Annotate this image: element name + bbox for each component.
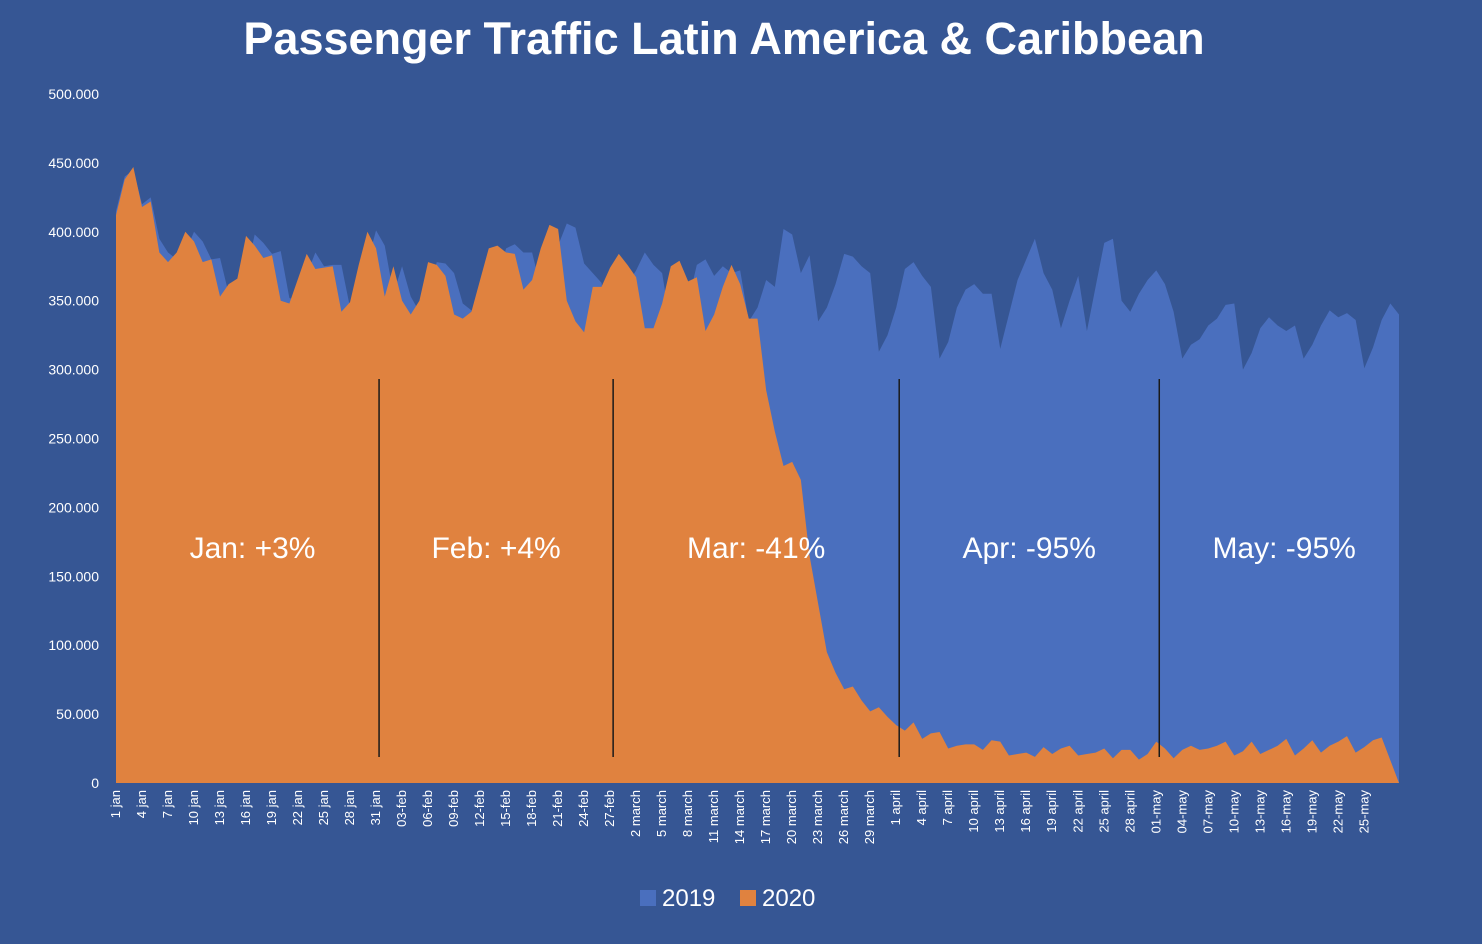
month-annotations: Jan: +3% Feb: +4% Mar: -41% Apr: -95% May: -… [190, 532, 1356, 565]
legend-swatch-2020 [740, 890, 756, 906]
x-tick-label: 25 april [1096, 790, 1111, 833]
y-tick-label: 400.000 [48, 224, 99, 240]
x-tick-label: 13 jan [212, 790, 227, 825]
x-tick-label: 2 march [628, 790, 643, 837]
x-tick-label: 16 april [1018, 790, 1033, 833]
x-tick-label: 5 march [654, 790, 669, 837]
x-tick-label: 03-feb [394, 790, 409, 827]
legend-label-2020: 2020 [762, 885, 815, 912]
y-tick-label: 500.000 [48, 86, 99, 102]
x-tick-label: 19 jan [264, 790, 279, 825]
x-tick-label: 11 march [706, 790, 721, 843]
x-tick-label: 04-may [1174, 790, 1189, 834]
x-tick-label: 12-feb [472, 790, 487, 827]
x-tick-label: 7 jan [160, 790, 175, 818]
x-tick-label: 13 april [992, 790, 1007, 833]
legend-swatch-2019 [640, 890, 656, 906]
x-tick-label: 26 march [836, 790, 851, 844]
y-tick-label: 300.000 [48, 362, 99, 378]
y-axis: 0 50.000 100.000 150.000 200.000 250.000 300.0… [48, 86, 99, 791]
x-tick-label: 13-may [1252, 790, 1267, 834]
month-change-label: Mar: -41% [687, 532, 825, 565]
x-tick-label: 07-may [1200, 790, 1215, 834]
month-change-label: May: -95% [1212, 532, 1355, 565]
x-tick-label: 1 april [888, 790, 903, 826]
y-tick-label: 150.000 [48, 568, 99, 584]
x-tick-label: 29 march [862, 790, 877, 844]
x-tick-label: 4 jan [134, 790, 149, 818]
x-tick-label: 21-feb [550, 790, 565, 827]
x-tick-label: 15-feb [498, 790, 513, 827]
x-tick-label: 19-may [1304, 790, 1319, 834]
x-tick-label: 23 march [810, 790, 825, 844]
y-tick-label: 350.000 [48, 293, 99, 309]
y-tick-label: 200.000 [48, 499, 99, 515]
month-dividers [378, 379, 1161, 757]
x-tick-label: 16 jan [238, 790, 253, 825]
series-area-2020 [116, 167, 1399, 783]
x-tick-label: 22-may [1330, 790, 1345, 834]
x-tick-label: 01-may [1148, 790, 1163, 834]
x-tick-label: 27-feb [602, 790, 617, 827]
chart-title: Passenger Traffic Latin America & Caribb… [243, 13, 1204, 64]
legend: 2019 2020 [640, 885, 815, 912]
x-tick-label: 18-feb [524, 790, 539, 827]
month-change-label: Jan: +3% [190, 532, 316, 565]
x-tick-label: 17 march [758, 790, 773, 844]
y-tick-label: 250.000 [48, 431, 99, 447]
x-tick-label: 28 april [1122, 790, 1137, 833]
x-tick-label: 19 april [1044, 790, 1059, 833]
x-axis: 1 jan 4 jan 7 jan 10 jan 13 jan 16 jan 19 jan 2… [108, 790, 1371, 845]
x-tick-label: 4 april [914, 790, 929, 826]
x-tick-label: 28 jan [342, 790, 357, 825]
y-tick-label: 100.000 [48, 637, 99, 653]
x-tick-label: 16-may [1278, 790, 1293, 834]
month-change-label: Feb: +4% [431, 532, 560, 565]
x-tick-label: 09-feb [446, 790, 461, 827]
x-tick-label: 22 jan [290, 790, 305, 825]
x-tick-label: 8 march [680, 790, 695, 837]
x-tick-label: 06-feb [420, 790, 435, 827]
y-tick-label: 50.000 [56, 706, 99, 722]
x-tick-label: 10-may [1226, 790, 1241, 834]
y-tick-label: 450.000 [48, 155, 99, 171]
x-tick-label: 25 jan [316, 790, 331, 825]
month-change-label: Apr: -95% [963, 532, 1096, 565]
plot-area [116, 167, 1399, 784]
x-tick-label: 24-feb [576, 790, 591, 827]
x-tick-label: 10 april [966, 790, 981, 833]
legend-label-2019: 2019 [662, 885, 715, 912]
x-tick-label: 10 jan [186, 790, 201, 825]
x-tick-label: 7 april [940, 790, 955, 826]
x-tick-label: 31 jan [368, 790, 383, 825]
x-tick-label: 1 jan [108, 790, 123, 818]
x-tick-label: 14 march [732, 790, 747, 844]
x-tick-label: 22 april [1070, 790, 1085, 833]
x-tick-label: 20 march [784, 790, 799, 844]
x-tick-label: 25-may [1356, 790, 1371, 834]
y-tick-label: 0 [91, 775, 99, 791]
